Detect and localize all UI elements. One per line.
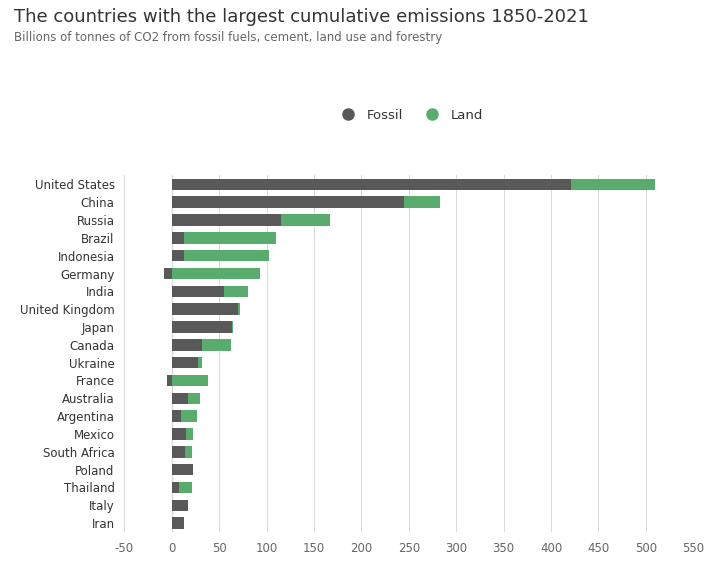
Bar	[172, 321, 232, 333]
Bar	[172, 268, 260, 279]
Bar	[172, 446, 185, 457]
Bar	[571, 179, 656, 190]
Bar	[238, 303, 240, 315]
Text: The countries with the largest cumulative emissions 1850-2021: The countries with the largest cumulativ…	[14, 8, 589, 27]
Bar	[172, 196, 404, 208]
Bar	[179, 482, 192, 493]
Bar	[172, 428, 186, 440]
Bar	[181, 410, 198, 422]
Bar	[172, 464, 193, 475]
Bar	[172, 357, 198, 368]
Bar	[404, 196, 440, 208]
Bar	[186, 428, 193, 440]
Bar	[184, 250, 269, 261]
Bar	[281, 215, 330, 226]
Bar	[185, 446, 192, 457]
Bar	[202, 339, 230, 350]
Bar	[172, 517, 184, 529]
Bar	[198, 357, 202, 368]
Text: Billions of tonnes of CO2 from fossil fuels, cement, land use and forestry: Billions of tonnes of CO2 from fossil fu…	[14, 31, 442, 44]
Bar	[232, 321, 233, 333]
Bar	[172, 482, 179, 493]
Bar	[224, 286, 247, 297]
Bar	[172, 339, 202, 350]
Bar	[172, 232, 184, 243]
Bar	[172, 393, 188, 404]
Bar	[172, 215, 281, 226]
Bar	[164, 268, 172, 279]
Bar	[167, 375, 172, 386]
Bar	[172, 303, 238, 315]
Bar	[188, 393, 201, 404]
Bar	[172, 250, 184, 261]
Bar	[172, 500, 188, 511]
Bar	[172, 375, 208, 386]
Legend: Fossil, Land: Fossil, Land	[330, 104, 488, 127]
Bar	[172, 410, 181, 422]
Bar	[184, 232, 276, 243]
Bar	[172, 179, 571, 190]
Bar	[172, 286, 224, 297]
